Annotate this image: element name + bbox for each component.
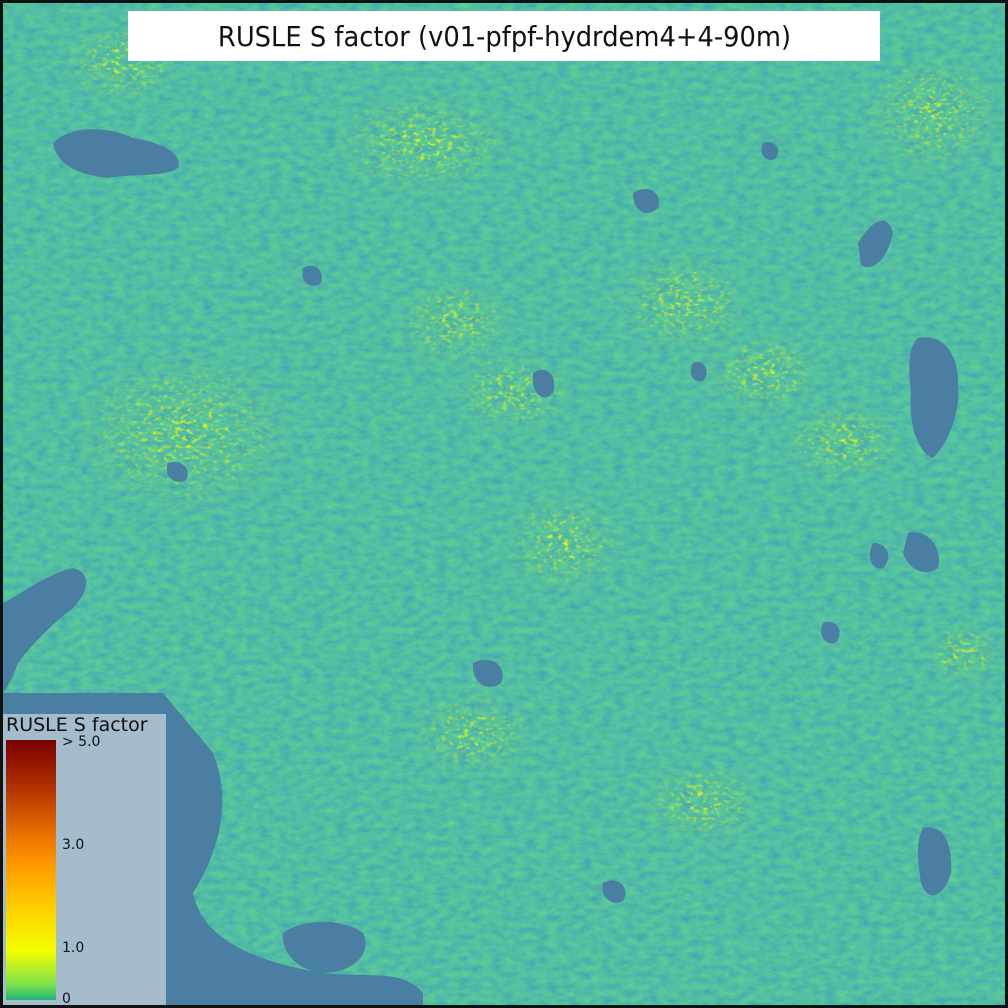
lake-east-central: [869, 543, 889, 569]
legend-label-max: > 5.0: [62, 734, 101, 750]
legend-title: RUSLE S factor: [6, 714, 148, 736]
lake-center-north: [633, 188, 659, 213]
lake-east: [909, 337, 959, 458]
pond-6: [602, 880, 626, 903]
legend-panel: RUSLE S factor > 5.0 3.0 1.0 0: [3, 714, 166, 1005]
river-west: [3, 568, 87, 693]
lake-northwest: [53, 129, 179, 178]
pond-5: [166, 461, 188, 482]
legend-label-0: 0: [62, 991, 71, 1007]
lake-southeast: [903, 532, 939, 573]
pond-2: [472, 659, 503, 687]
map-title-box: RUSLE S factor (v01-pfpf-hydrdem4+4-90m): [128, 11, 880, 61]
lake-northeast: [858, 220, 893, 268]
pond-7: [761, 141, 779, 160]
map-title: RUSLE S factor (v01-pfpf-hydrdem4+4-90m): [217, 19, 791, 53]
lake-south-central: [282, 921, 366, 973]
lake-far-southeast: [917, 827, 952, 896]
pond-1: [302, 265, 322, 286]
lake-center: [532, 369, 555, 398]
legend-color-ramp: [6, 740, 56, 1000]
pond-3: [690, 362, 707, 382]
pond-4: [821, 622, 840, 644]
legend-label-1: 1.0: [62, 940, 85, 956]
legend-label-3: 3.0: [62, 837, 85, 853]
